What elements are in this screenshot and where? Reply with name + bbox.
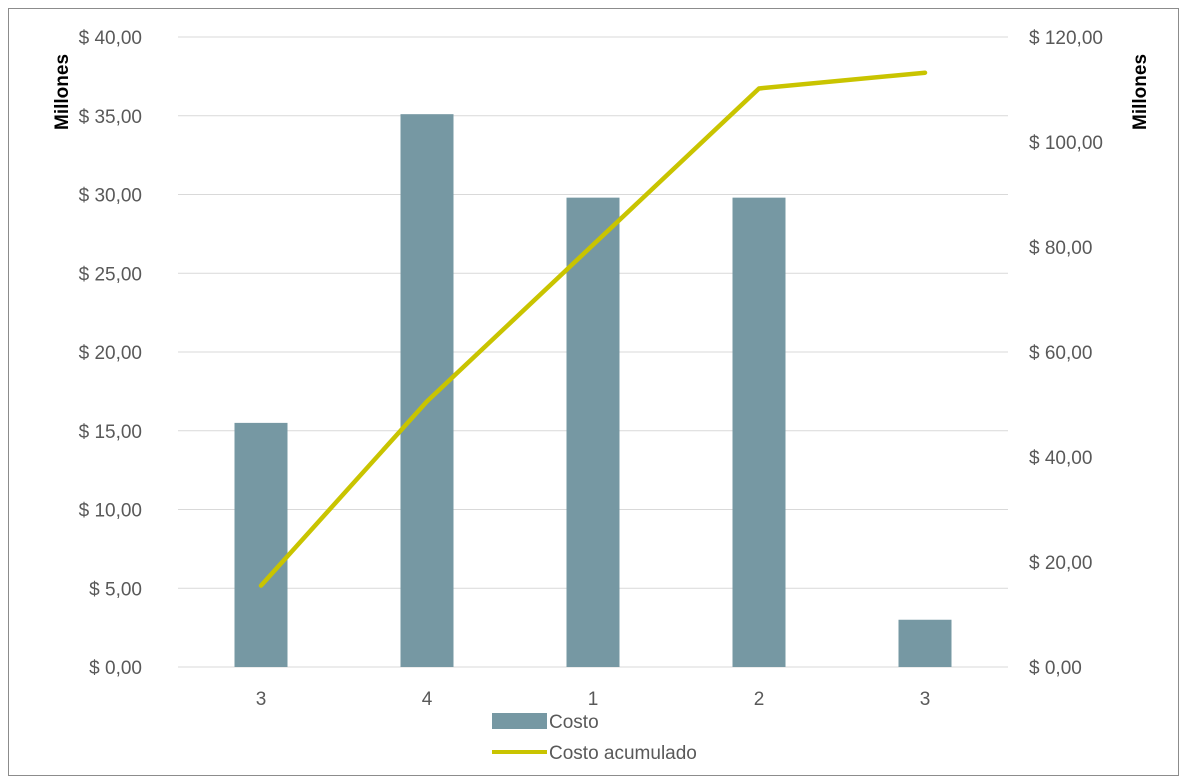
line-path — [258, 70, 928, 588]
bar — [566, 197, 620, 667]
right-tick-label: $ 100,00 — [1029, 133, 1103, 154]
legend: Costo Costo acumulado — [492, 712, 697, 764]
bar — [400, 114, 454, 668]
legend-label-costo: Costo — [549, 712, 599, 733]
x-tick-label: 3 — [920, 689, 931, 710]
x-tick-label: 3 — [256, 689, 267, 710]
left-tick-label: $ 5,00 — [89, 579, 142, 600]
left-tick-label: $ 25,00 — [79, 264, 142, 285]
right-tick-label: $ 60,00 — [1029, 343, 1092, 364]
right-axis-title: Millones — [1130, 54, 1151, 130]
x-axis-ticks: 3 4 1 2 3 — [256, 689, 931, 710]
right-tick-label: $ 20,00 — [1029, 553, 1092, 574]
left-axis-ticks: $ 0,00 $ 5,00 $ 10,00 $ 15,00 $ 20,00 $ 25,00… — [79, 28, 142, 679]
x-tick-label: 2 — [754, 689, 765, 710]
right-tick-label: $ 0,00 — [1029, 658, 1082, 679]
left-tick-label: $ 35,00 — [79, 107, 142, 128]
left-tick-label: $ 10,00 — [79, 501, 142, 522]
x-tick-label: 1 — [588, 689, 599, 710]
left-tick-label: $ 0,00 — [89, 658, 142, 679]
bar — [732, 197, 786, 667]
left-tick-label: $ 15,00 — [79, 422, 142, 443]
left-tick-label: $ 20,00 — [79, 343, 142, 364]
bar — [898, 619, 952, 667]
right-tick-label: $ 120,00 — [1029, 28, 1103, 49]
right-tick-label: $ 80,00 — [1029, 238, 1092, 259]
right-tick-label: $ 40,00 — [1029, 448, 1092, 469]
left-tick-label: $ 40,00 — [79, 28, 142, 49]
bar — [234, 422, 288, 667]
line-series-costo-acumulado — [258, 70, 928, 588]
right-axis-ticks: $ 0,00 $ 20,00 $ 40,00 $ 60,00 $ 80,00 $ 100,… — [1029, 28, 1103, 679]
left-axis-title: Millones — [52, 54, 73, 130]
legend-label-costo-acumulado: Costo acumulado — [549, 743, 697, 764]
left-tick-label: $ 30,00 — [79, 186, 142, 207]
bar-series-costo — [234, 114, 952, 668]
x-tick-label: 4 — [422, 689, 433, 710]
legend-swatch-costo — [492, 713, 547, 729]
